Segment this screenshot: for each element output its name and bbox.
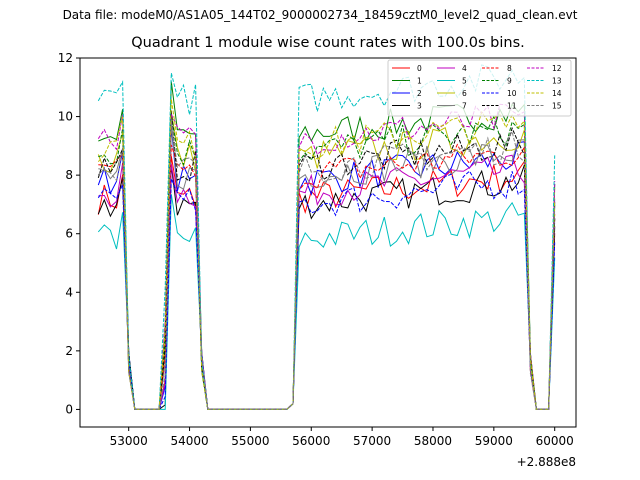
y-tick-label: 12 [58,51,73,65]
y-tick-label: 8 [65,168,73,182]
series-line-15 [98,119,556,410]
x-tick-label: 55000 [231,434,269,448]
x-tick-label: 57000 [353,434,391,448]
x-tick-label: 59000 [475,434,513,448]
chart-title: Quadrant 1 module wise count rates with … [131,35,525,51]
plot-lines [97,64,556,410]
legend-label-12: 12 [552,64,562,73]
legend-label-9: 9 [507,77,512,86]
legend-label-10: 10 [507,89,517,98]
series-line-4 [98,154,556,410]
data-file-suptitle: Data file: modeM0/AS1A05_144T02_90000027… [62,8,578,22]
legend-label-5: 5 [462,77,467,86]
legend-label-3: 3 [417,102,422,111]
y-tick-label: 6 [65,227,73,241]
series-line-10 [97,170,556,410]
legend-label-0: 0 [417,64,422,73]
series-line-9 [98,113,556,410]
x-offset-label: +2.888e8 [517,455,576,469]
series-line-13 [97,64,556,410]
legend-label-14: 14 [552,89,562,98]
legend-box [387,59,572,117]
axes-frame [79,57,577,428]
series-line-5 [97,194,556,410]
x-tick-label: 60000 [536,434,574,448]
legend-label-1: 1 [417,77,422,86]
legend-label-7: 7 [462,102,467,111]
series-line-14 [97,98,556,410]
legend-label-4: 4 [462,64,467,73]
series-line-0 [97,156,556,410]
y-tick-label: 0 [65,402,73,416]
series-line-8 [98,143,556,410]
series-line-3 [97,164,556,410]
y-tick-label: 10 [58,110,73,124]
legend-label-15: 15 [552,102,562,111]
y-tick-label: 4 [65,285,73,299]
series-line-1 [98,81,556,410]
legend-label-2: 2 [417,89,422,98]
legend-label-8: 8 [507,64,512,73]
x-tick-label: 53000 [110,434,148,448]
legend-label-13: 13 [552,77,562,86]
x-axis-ticks: 53000 54000 55000 56000 57000 58000 59000 60000 [110,427,574,448]
legend-label-6: 6 [462,89,467,98]
x-tick-label: 54000 [170,434,208,448]
x-tick-label: 56000 [292,434,330,448]
legend-label-11: 11 [507,102,517,111]
y-tick-label: 2 [65,344,73,358]
y-axis-ticks: 0 2 4 6 8 10 12 [58,51,80,416]
x-tick-label: 58000 [414,434,452,448]
